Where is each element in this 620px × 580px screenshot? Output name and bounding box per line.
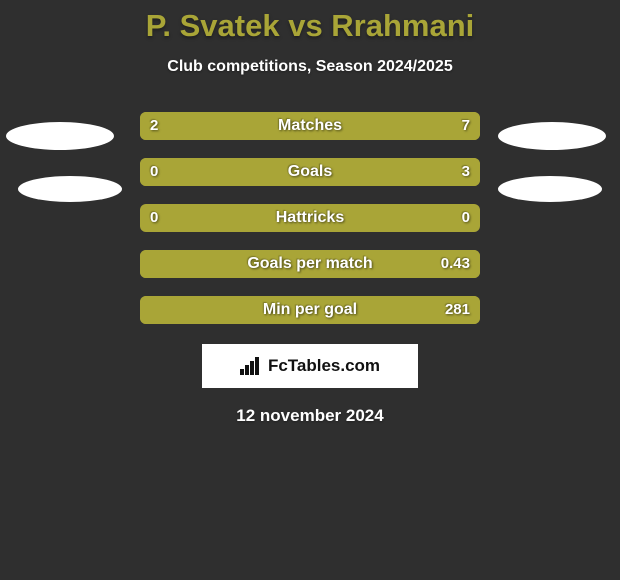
- stat-label: Goals: [140, 158, 480, 186]
- decorative-ellipse: [6, 122, 114, 150]
- brand-text: FcTables.com: [268, 356, 380, 376]
- stat-label: Hattricks: [140, 204, 480, 232]
- stat-label: Matches: [140, 112, 480, 140]
- decorative-ellipse: [498, 176, 602, 202]
- stat-row: 0.43Goals per match: [0, 250, 620, 278]
- brand-badge[interactable]: FcTables.com: [202, 344, 418, 388]
- date-text: 12 november 2024: [0, 406, 620, 426]
- stat-row: 281Min per goal: [0, 296, 620, 324]
- stat-row: 00Hattricks: [0, 204, 620, 232]
- decorative-ellipse: [498, 122, 606, 150]
- stat-label: Goals per match: [140, 250, 480, 278]
- decorative-ellipse: [18, 176, 122, 202]
- comparison-card: P. Svatek vs Rrahmani Club competitions,…: [0, 0, 620, 580]
- page-title: P. Svatek vs Rrahmani: [0, 0, 620, 44]
- bar-chart-icon: [240, 357, 262, 375]
- stat-label: Min per goal: [140, 296, 480, 324]
- subtitle: Club competitions, Season 2024/2025: [0, 58, 620, 76]
